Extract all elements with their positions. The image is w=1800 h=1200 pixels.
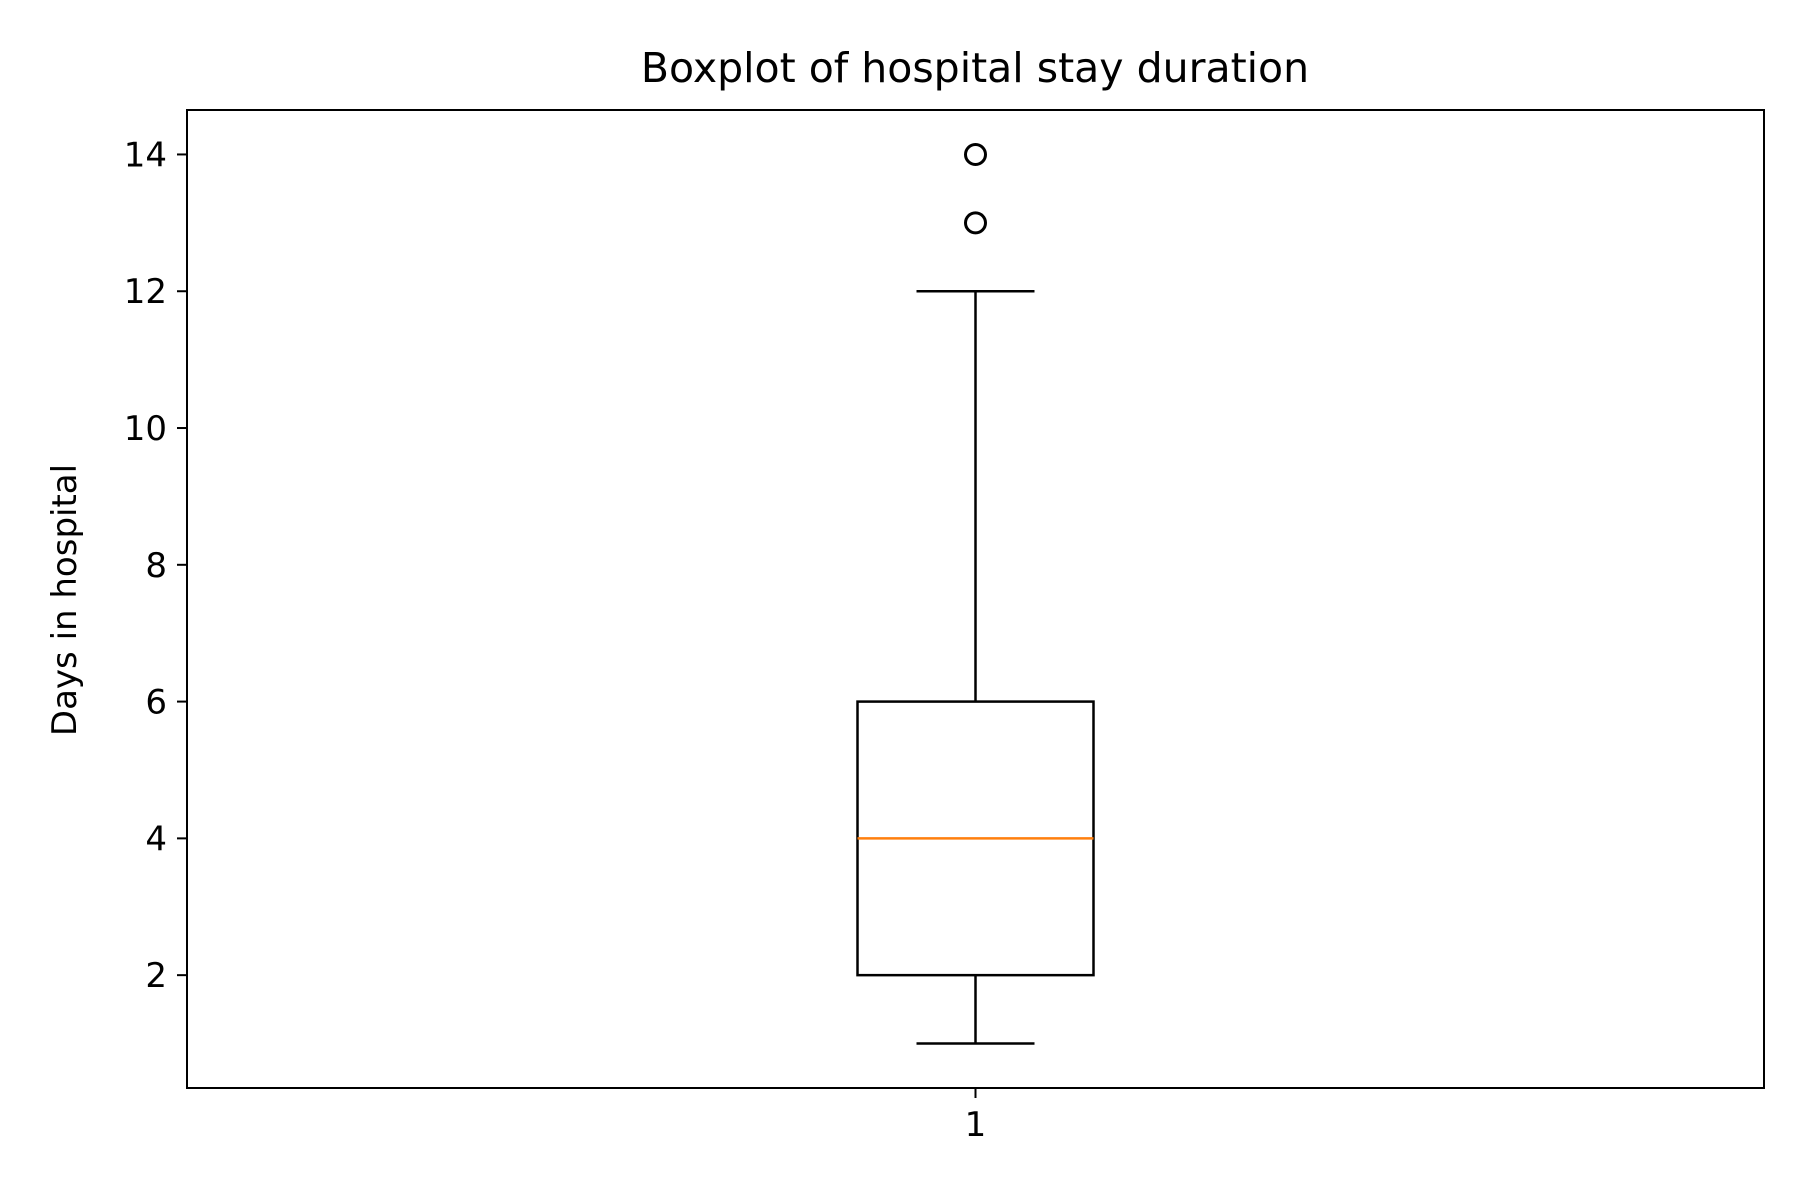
x-tick-label: 1 (965, 1105, 987, 1145)
y-tick-label: 4 (145, 819, 167, 859)
y-tick-label: 12 (124, 272, 167, 312)
y-tick-label: 2 (145, 956, 167, 996)
chart-title: Boxplot of hospital stay duration (641, 44, 1309, 92)
outlier-point (964, 142, 987, 166)
outlier-point (964, 211, 987, 235)
y-tick-label: 14 (124, 135, 167, 175)
y-tick-label: 10 (124, 409, 167, 449)
y-axis-label: Days in hospital (45, 464, 85, 736)
y-tick-label: 6 (145, 683, 167, 723)
plot-area: 2 4 6 8 10 12 14 1 (124, 109, 1765, 1145)
y-tick-label: 8 (145, 546, 167, 586)
